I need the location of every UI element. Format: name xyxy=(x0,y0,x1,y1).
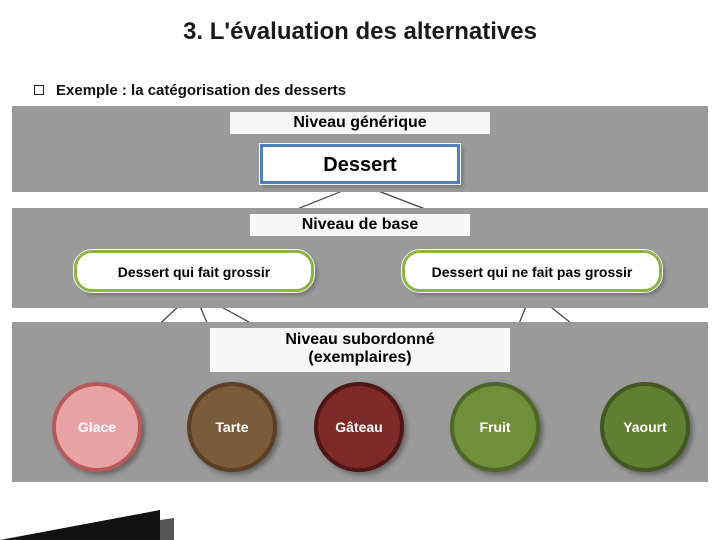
level-label-subordinate: Niveau subordonné (exemplaires) xyxy=(210,328,510,372)
slide-subtitle: Exemple : la catégorisation des desserts xyxy=(56,82,346,99)
panel-subordinate: Niveau subordonné (exemplaires) Glace Ta… xyxy=(12,322,708,482)
node-leaf-gateau: Gâteau xyxy=(314,382,404,472)
bullet-square-icon xyxy=(34,85,44,95)
slide-root: 3. L'évaluation des alternatives Exemple… xyxy=(0,0,720,540)
node-leaf-fruit: Fruit xyxy=(450,382,540,472)
panel-generic: Niveau générique Dessert xyxy=(12,106,708,192)
node-leaf-glace: Glace xyxy=(52,382,142,472)
panel-base: Niveau de base Dessert qui fait grossir … xyxy=(12,208,708,308)
node-leaf-tarte: Tarte xyxy=(187,382,277,472)
corner-accent-icon xyxy=(0,510,160,540)
node-base-right: Dessert qui ne fait pas grossir xyxy=(402,250,662,292)
node-leaf-yaourt: Yaourt xyxy=(600,382,690,472)
node-base-left: Dessert qui fait grossir xyxy=(74,250,314,292)
level-label-base: Niveau de base xyxy=(250,214,470,236)
node-root: Dessert xyxy=(260,144,460,184)
level-label-generic: Niveau générique xyxy=(230,112,490,134)
slide-title: 3. L'évaluation des alternatives xyxy=(0,18,720,46)
